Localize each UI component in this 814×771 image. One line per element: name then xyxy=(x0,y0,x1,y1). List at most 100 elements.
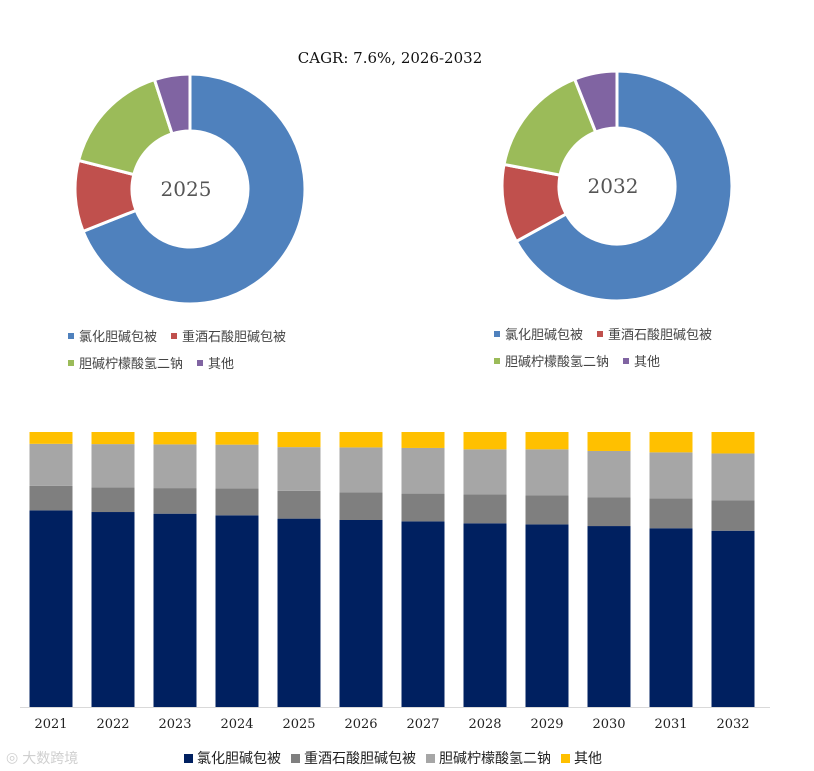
bar-2031-2 xyxy=(649,498,693,529)
x-tick-label-2031: 2031 xyxy=(654,717,687,732)
legend-item-choline-chloride: 氯化胆碱包被 xyxy=(68,326,157,345)
legend-label: 其他 xyxy=(208,357,235,372)
legend-item-choline-chloride: 氯化胆碱包被 xyxy=(494,324,583,343)
bar-2029-2 xyxy=(525,495,569,525)
legend-label: 其他 xyxy=(574,751,602,767)
x-tick-label-2022: 2022 xyxy=(96,717,129,732)
legend-item-other: 其他 xyxy=(197,353,234,372)
bar-2031-3 xyxy=(649,452,693,499)
legend-label: 重酒石酸胆碱包被 xyxy=(182,330,287,345)
bar-2028-4 xyxy=(463,432,507,450)
x-tick-label-2021: 2021 xyxy=(34,717,67,732)
bar-2031-4 xyxy=(649,432,693,453)
legend-label: 氯化胆碱包被 xyxy=(79,330,158,345)
legend-item-choline-citrate: 胆碱柠檬酸氢二钠 xyxy=(426,748,551,768)
legend-item-other: 其他 xyxy=(561,748,602,768)
bar-2025-4 xyxy=(277,432,321,448)
bar-2025-1 xyxy=(277,518,321,707)
bar-2024-4 xyxy=(215,432,259,445)
legend-label: 胆碱柠檬酸氢二钠 xyxy=(79,357,184,372)
bar-2026-1 xyxy=(339,520,383,707)
legend-label: 重酒石酸胆碱包被 xyxy=(304,751,416,767)
bar-2030-2 xyxy=(587,497,631,527)
x-tick-label-2029: 2029 xyxy=(530,717,563,732)
legend-label: 胆碱柠檬酸氢二钠 xyxy=(439,751,551,767)
bar-2028-3 xyxy=(463,449,507,495)
legend-swatch xyxy=(494,330,500,337)
legend-label: 氯化胆碱包被 xyxy=(197,751,281,767)
x-tick-label-2026: 2026 xyxy=(344,717,377,732)
legend-swatch xyxy=(494,357,500,364)
legend-swatch xyxy=(68,332,74,339)
legend-item-choline-citrate: 胆碱柠檬酸氢二钠 xyxy=(494,351,609,370)
x-tick-label-2024: 2024 xyxy=(220,717,253,732)
legend-swatch xyxy=(291,753,300,763)
bar-2024-3 xyxy=(215,444,259,489)
bar-2021-4 xyxy=(29,432,73,444)
bar-2025-2 xyxy=(277,490,321,519)
legend-label: 氯化胆碱包被 xyxy=(505,328,584,343)
legend-swatch xyxy=(426,753,435,763)
donut-2032-legend: 氯化胆碱包被 重酒石酸胆碱包被 胆碱柠檬酸氢二钠 其他 xyxy=(494,324,712,378)
bar-2030-3 xyxy=(587,450,631,498)
legend-item-choline-chloride: 氯化胆碱包被 xyxy=(184,748,281,768)
bar-2024-2 xyxy=(215,488,259,516)
donut-2032-slice-4 xyxy=(572,69,619,135)
x-tick-label-2023: 2023 xyxy=(158,717,191,732)
bar-2027-1 xyxy=(401,521,445,707)
bar-2023-2 xyxy=(153,488,197,514)
bar-2026-3 xyxy=(339,447,383,493)
legend-label: 重酒石酸胆碱包被 xyxy=(608,328,713,343)
bar-chart-legend: 氯化胆碱包被 重酒石酸胆碱包被 胆碱柠檬酸氢二钠 其他 xyxy=(184,748,602,768)
legend-item-other: 其他 xyxy=(623,351,660,370)
legend-item-choline-citrate: 胆碱柠檬酸氢二钠 xyxy=(68,353,183,372)
legend-label: 胆碱柠檬酸氢二钠 xyxy=(505,355,610,370)
bar-2032-2 xyxy=(711,500,755,531)
bar-2023-1 xyxy=(153,513,197,707)
legend-label: 其他 xyxy=(634,355,661,370)
bar-2026-2 xyxy=(339,492,383,520)
bar-2028-1 xyxy=(463,523,507,707)
legend-item-choline-bitartrate: 重酒石酸胆碱包被 xyxy=(291,748,416,768)
bar-2021-1 xyxy=(29,510,73,707)
x-tick-label-2032: 2032 xyxy=(716,717,749,732)
bar-2026-4 xyxy=(339,432,383,448)
bar-2032-3 xyxy=(711,453,755,501)
donut-2025-slice-1 xyxy=(81,72,307,306)
legend-item-choline-bitartrate: 重酒石酸胆碱包被 xyxy=(597,324,712,343)
x-tick-label-2030: 2030 xyxy=(592,717,625,732)
bar-2022-1 xyxy=(91,512,135,707)
x-tick-label-2025: 2025 xyxy=(282,717,315,732)
bar-2024-1 xyxy=(215,515,259,707)
bar-2029-3 xyxy=(525,449,569,496)
bar-2021-3 xyxy=(29,443,73,486)
bar-2025-3 xyxy=(277,447,321,491)
watermark-logo-icon: ◎ xyxy=(6,750,19,766)
bar-2029-1 xyxy=(525,524,569,707)
bar-2027-2 xyxy=(401,493,445,522)
bar-2030-4 xyxy=(587,432,631,451)
bar-2023-4 xyxy=(153,432,197,445)
legend-swatch xyxy=(197,359,204,366)
bar-2021-2 xyxy=(29,485,73,511)
legend-swatch xyxy=(561,753,570,763)
bar-2032-1 xyxy=(711,530,755,707)
legend-swatch xyxy=(623,357,630,364)
bar-2029-4 xyxy=(525,432,569,450)
bar-2028-2 xyxy=(463,494,507,524)
legend-swatch xyxy=(171,332,178,339)
x-tick-label-2028: 2028 xyxy=(468,717,501,732)
bar-2022-4 xyxy=(91,432,135,445)
legend-swatch xyxy=(597,330,604,337)
bar-2032-4 xyxy=(711,432,755,454)
donut-2032-slice-1 xyxy=(514,69,734,303)
bar-2027-4 xyxy=(401,432,445,448)
bar-2030-1 xyxy=(587,526,631,707)
donut-2025-slice-4 xyxy=(152,72,192,136)
watermark-text: 大数跨境 xyxy=(22,751,79,767)
legend-item-choline-bitartrate: 重酒石酸胆碱包被 xyxy=(171,326,286,345)
cagr-title: CAGR: 7.6%, 2026-2032 xyxy=(297,49,483,67)
donut-2025-center-label: 2025 xyxy=(161,177,212,201)
legend-swatch xyxy=(68,359,74,366)
